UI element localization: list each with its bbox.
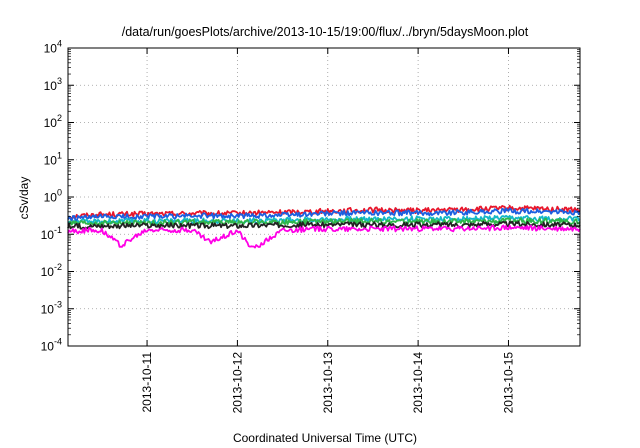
series-line-4 — [67, 217, 581, 227]
chart-title: /data/run/goesPlots/archive/2013-10-15/1… — [122, 25, 529, 39]
y-tick-label: 10-1 — [41, 225, 62, 242]
series-line-5 — [67, 220, 581, 230]
series-line-2 — [67, 207, 581, 222]
y-tick-label: 103 — [44, 76, 62, 93]
x-tick-label: 2013-10-11 — [140, 352, 154, 413]
y-tick-label: 101 — [44, 150, 62, 167]
y-tick-label: 104 — [44, 39, 62, 56]
x-tick-label: 2013-10-12 — [230, 352, 244, 414]
x-tick-label: 2013-10-13 — [321, 352, 335, 414]
series-group — [67, 204, 581, 249]
x-tick-label: 2013-10-14 — [411, 352, 425, 414]
y-tick-label: 10-4 — [41, 337, 62, 354]
axis-ticks: 10-4 10-3 10-2 10-1 100 101 102 103 104 2013-10-1… — [41, 39, 580, 414]
y-tick-label: 102 — [44, 113, 62, 130]
series-line-6 — [67, 224, 581, 249]
x-axis-label: Coordinated Universal Time (UTC) — [233, 431, 417, 445]
y-tick-label: 100 — [44, 188, 62, 205]
y-tick-label: 10-2 — [41, 262, 62, 279]
y-tick-label: 10-3 — [41, 299, 62, 316]
grid-lines — [68, 48, 580, 346]
y-axis-label: cSv/day — [17, 177, 31, 220]
x-tick-label: 2013-10-15 — [501, 352, 515, 414]
